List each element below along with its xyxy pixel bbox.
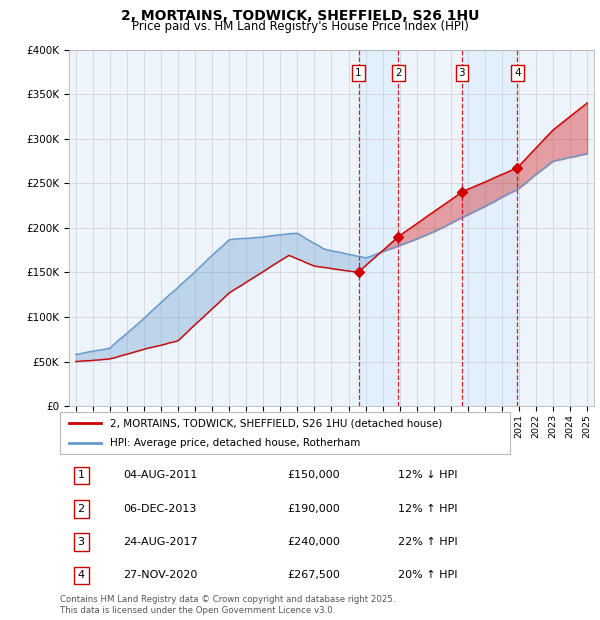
Text: 12% ↓ HPI: 12% ↓ HPI xyxy=(398,471,457,480)
Text: 1: 1 xyxy=(355,68,362,78)
Text: 04-AUG-2011: 04-AUG-2011 xyxy=(124,471,198,480)
Text: 27-NOV-2020: 27-NOV-2020 xyxy=(124,570,198,580)
Text: 4: 4 xyxy=(77,570,85,580)
Text: 1: 1 xyxy=(77,471,85,480)
Text: £190,000: £190,000 xyxy=(287,504,340,514)
Text: HPI: Average price, detached house, Rotherham: HPI: Average price, detached house, Roth… xyxy=(110,438,360,448)
Text: 3: 3 xyxy=(458,68,465,78)
Text: £267,500: £267,500 xyxy=(287,570,340,580)
Bar xyxy=(462,50,517,406)
Text: 06-DEC-2013: 06-DEC-2013 xyxy=(124,504,197,514)
Text: 2: 2 xyxy=(395,68,401,78)
Text: 22% ↑ HPI: 22% ↑ HPI xyxy=(398,537,458,547)
Text: 3: 3 xyxy=(77,537,85,547)
Text: 2, MORTAINS, TODWICK, SHEFFIELD, S26 1HU: 2, MORTAINS, TODWICK, SHEFFIELD, S26 1HU xyxy=(121,9,479,24)
Text: Contains HM Land Registry data © Crown copyright and database right 2025.
This d: Contains HM Land Registry data © Crown c… xyxy=(60,595,395,614)
Text: Price paid vs. HM Land Registry's House Price Index (HPI): Price paid vs. HM Land Registry's House … xyxy=(131,20,469,33)
Text: 2, MORTAINS, TODWICK, SHEFFIELD, S26 1HU (detached house): 2, MORTAINS, TODWICK, SHEFFIELD, S26 1HU… xyxy=(110,418,442,428)
Text: 20% ↑ HPI: 20% ↑ HPI xyxy=(398,570,457,580)
Bar xyxy=(359,50,398,406)
Text: £150,000: £150,000 xyxy=(287,471,340,480)
Text: 2: 2 xyxy=(77,504,85,514)
Text: 4: 4 xyxy=(514,68,521,78)
Text: 24-AUG-2017: 24-AUG-2017 xyxy=(124,537,198,547)
Text: 12% ↑ HPI: 12% ↑ HPI xyxy=(398,504,457,514)
Text: £240,000: £240,000 xyxy=(287,537,340,547)
